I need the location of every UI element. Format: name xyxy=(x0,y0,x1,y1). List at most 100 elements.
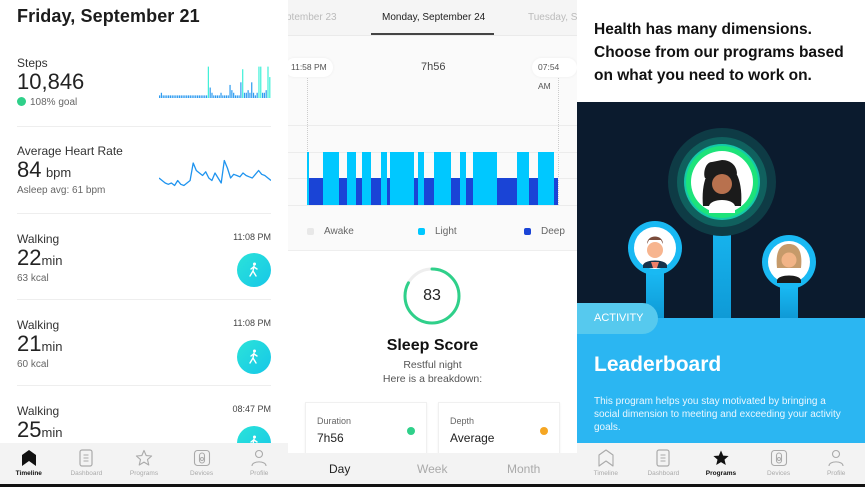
range-tab-day[interactable]: Day xyxy=(329,462,351,476)
legend-label: Light xyxy=(435,226,457,237)
tab-label: Profile xyxy=(826,470,846,477)
metric-value: 7h56 xyxy=(317,431,344,445)
program-card[interactable] xyxy=(577,318,865,444)
sleep-stages-chart xyxy=(307,152,558,205)
metric-value: Average xyxy=(450,431,495,445)
tab-dashboard[interactable]: Dashboard xyxy=(635,443,693,484)
tab-label: Devices xyxy=(190,470,214,477)
tab-devices[interactable]: Devices xyxy=(750,443,808,484)
sleep-screen: ptember 23 Monday, September 24 Tuesday,… xyxy=(288,0,577,487)
date-tabs: ptember 23 Monday, September 24 Tuesday,… xyxy=(288,0,577,36)
timeline-icon xyxy=(21,450,36,466)
legend-label: Deep xyxy=(541,226,565,237)
sleep-end-time: 07:54 AM xyxy=(532,58,577,91)
tab-label: Programs xyxy=(705,470,737,477)
activity-card[interactable]: Walking 22min 63 kcal 11:08 PM xyxy=(17,228,271,300)
tab-timeline[interactable]: Timeline xyxy=(577,443,635,484)
steps-card[interactable]: Steps 10,846 108% goal xyxy=(17,52,271,127)
page-title: Friday, September 21 xyxy=(17,6,200,26)
tab-devices[interactable]: Devices xyxy=(173,443,231,484)
heart-rate-value-row: 84 bpm xyxy=(17,158,271,182)
leaderboard-illustration[interactable] xyxy=(577,102,865,318)
metric-label: Depth xyxy=(450,416,475,426)
range-tabs: Day Week Month xyxy=(288,453,577,487)
legend-light: Light xyxy=(418,226,457,237)
activity-type: Walking xyxy=(17,318,60,332)
tab-label: Profile xyxy=(249,470,269,477)
range-tab-month[interactable]: Month xyxy=(507,462,541,476)
activity-time: 08:47 PM xyxy=(232,404,271,414)
watch-icon xyxy=(770,449,787,467)
walking-activity-button[interactable] xyxy=(237,340,271,374)
goal-dot-icon xyxy=(17,97,26,106)
leaderboard-avatars-illustration xyxy=(628,128,816,318)
legend-awake: Awake xyxy=(307,226,354,237)
status-dot-icon xyxy=(540,427,548,435)
grid-line xyxy=(288,205,577,206)
heart-rate-card[interactable]: Average Heart Rate 84 bpm Asleep avg: 61… xyxy=(17,140,271,214)
category-badge: ACTIVITY xyxy=(577,303,658,334)
tab-profile[interactable]: Profile xyxy=(230,443,288,484)
end-marker-line xyxy=(558,78,559,205)
tab-timeline[interactable]: Timeline xyxy=(0,443,58,484)
range-tab-week[interactable]: Week xyxy=(417,462,448,476)
tab-label: Timeline xyxy=(15,470,42,477)
status-dot-icon xyxy=(407,427,415,435)
duration-metric-card[interactable]: Duration 7h56 xyxy=(305,402,427,458)
activity-card[interactable]: Walking 21min 60 kcal 11:08 PM xyxy=(17,314,271,386)
person-icon xyxy=(251,449,267,467)
awake-swatch xyxy=(307,228,314,235)
date-tab-prev[interactable]: ptember 23 xyxy=(288,12,337,23)
activity-unit: min xyxy=(41,339,63,354)
activity-type: Walking xyxy=(17,404,60,418)
program-description: This program helps you stay motivated by… xyxy=(594,396,841,433)
tab-label: Timeline xyxy=(593,470,618,477)
walking-activity-button[interactable] xyxy=(237,253,271,287)
walking-icon xyxy=(249,262,258,277)
steps-label: Steps xyxy=(17,56,48,70)
light-swatch xyxy=(418,228,425,235)
deep-swatch xyxy=(524,228,531,235)
steps-bar-chart xyxy=(159,66,271,98)
date-tab-current[interactable]: Monday, September 24 xyxy=(382,12,486,23)
dashboard-icon xyxy=(656,449,670,467)
heart-rate-line-chart xyxy=(159,159,271,187)
activity-duration: 22 xyxy=(17,245,42,270)
activity-unit: min xyxy=(41,253,63,268)
heart-rate-value: 84 xyxy=(17,157,42,182)
date-tab-next[interactable]: Tuesday, Se xyxy=(528,12,577,23)
activity-duration-row: 22min xyxy=(17,246,271,270)
timeline-icon xyxy=(598,449,614,467)
sleep-score-ring xyxy=(403,267,461,325)
sleep-score-value: 83 xyxy=(423,287,441,304)
heart-rate-unit: bpm xyxy=(45,165,72,180)
program-title: Leaderboard xyxy=(594,353,722,376)
tab-label: Dashboard xyxy=(647,470,680,477)
star-icon xyxy=(713,450,729,465)
legend-deep: Deep xyxy=(524,226,565,237)
tab-profile[interactable]: Profile xyxy=(807,443,865,484)
dashboard-icon xyxy=(79,449,93,467)
grid-line xyxy=(288,125,577,126)
star-icon xyxy=(135,449,153,466)
bottom-tab-bar: Timeline Dashboard Programs Devices Prof… xyxy=(0,443,288,487)
sleep-total-duration: 7h56 xyxy=(421,61,446,73)
tab-dashboard[interactable]: Dashboard xyxy=(58,443,116,484)
heart-rate-label: Average Heart Rate xyxy=(17,144,123,158)
steps-goal-text: 108% goal xyxy=(30,97,78,108)
watch-icon xyxy=(193,449,210,467)
timeline-screen: Friday, September 21 Steps 10,846 108% g… xyxy=(0,0,288,487)
tab-programs[interactable]: Programs xyxy=(692,443,750,484)
tab-label: Devices xyxy=(767,470,791,477)
sleep-start-time: 11:58 PM xyxy=(288,58,333,77)
steps-goal: 108% goal xyxy=(17,97,271,108)
tab-label: Programs xyxy=(129,470,159,477)
legend-label: Awake xyxy=(324,226,354,237)
tab-label: Dashboard xyxy=(70,470,103,477)
tab-programs[interactable]: Programs xyxy=(115,443,173,484)
metric-label: Duration xyxy=(317,416,352,426)
activity-time: 11:08 PM xyxy=(233,318,271,328)
activity-kcal: 60 kcal xyxy=(17,359,49,370)
asleep-avg: Asleep avg: 61 bpm xyxy=(17,185,106,196)
depth-metric-card[interactable]: Depth Average xyxy=(438,402,560,458)
